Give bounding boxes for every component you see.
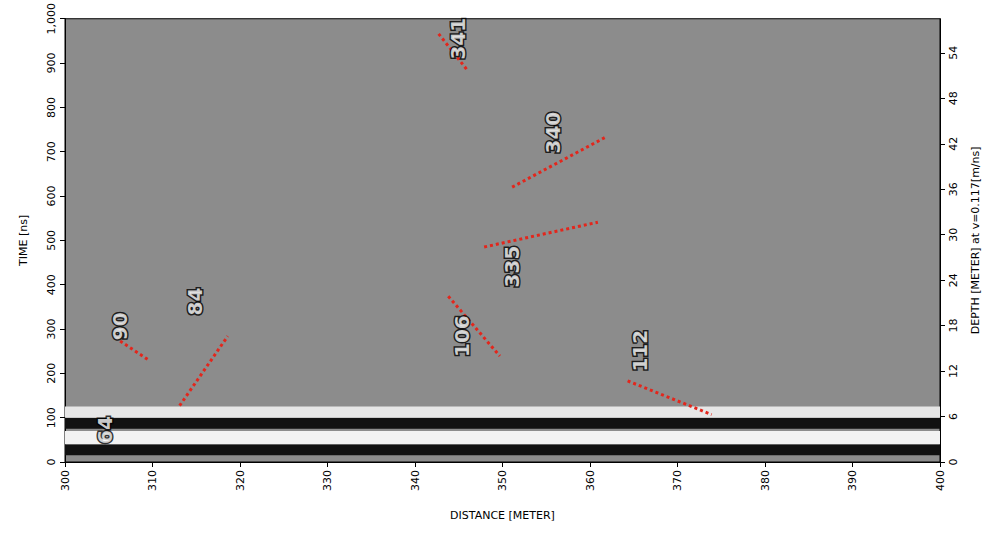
svg-text:1,000: 1,000 xyxy=(45,3,58,35)
svg-text:800: 800 xyxy=(45,97,58,118)
svg-text:310: 310 xyxy=(146,470,159,491)
svg-text:350: 350 xyxy=(496,470,509,491)
svg-text:18: 18 xyxy=(947,319,960,333)
svg-text:380: 380 xyxy=(759,470,772,491)
svg-text:360: 360 xyxy=(584,470,597,491)
svg-text:500: 500 xyxy=(45,230,58,251)
svg-text:370: 370 xyxy=(671,470,684,491)
svg-text:24: 24 xyxy=(947,273,960,287)
svg-text:400: 400 xyxy=(45,274,58,295)
svg-text:0: 0 xyxy=(45,459,58,466)
svg-text:DEPTH [METER] at v=0.117[m/ns]: DEPTH [METER] at v=0.117[m/ns] xyxy=(969,146,982,334)
svg-text:330: 330 xyxy=(321,470,334,491)
svg-text:DISTANCE [METER]: DISTANCE [METER] xyxy=(450,509,555,522)
svg-text:200: 200 xyxy=(45,363,58,384)
svg-text:900: 900 xyxy=(45,53,58,74)
svg-text:340: 340 xyxy=(409,470,422,491)
svg-text:54: 54 xyxy=(947,46,960,60)
svg-text:90: 90 xyxy=(108,312,132,340)
svg-text:30: 30 xyxy=(947,228,960,242)
svg-text:36: 36 xyxy=(947,182,960,196)
svg-text:400: 400 xyxy=(934,470,947,491)
svg-text:42: 42 xyxy=(947,137,960,151)
svg-text:341: 341 xyxy=(446,18,470,60)
svg-text:106: 106 xyxy=(450,315,474,357)
svg-text:335: 335 xyxy=(500,246,524,288)
svg-text:TIME [ns]: TIME [ns] xyxy=(17,215,30,267)
svg-text:300: 300 xyxy=(59,470,72,491)
svg-text:48: 48 xyxy=(947,91,960,105)
svg-text:84: 84 xyxy=(183,288,207,316)
svg-text:320: 320 xyxy=(234,470,247,491)
svg-text:340: 340 xyxy=(541,112,565,154)
svg-text:390: 390 xyxy=(846,470,859,491)
svg-text:100: 100 xyxy=(45,407,58,428)
svg-text:12: 12 xyxy=(947,364,960,378)
svg-text:600: 600 xyxy=(45,186,58,207)
svg-text:0: 0 xyxy=(947,459,960,466)
svg-text:300: 300 xyxy=(45,319,58,340)
svg-text:112: 112 xyxy=(628,330,652,372)
svg-text:700: 700 xyxy=(45,141,58,162)
svg-text:64: 64 xyxy=(93,416,117,444)
svg-text:6: 6 xyxy=(947,413,960,420)
